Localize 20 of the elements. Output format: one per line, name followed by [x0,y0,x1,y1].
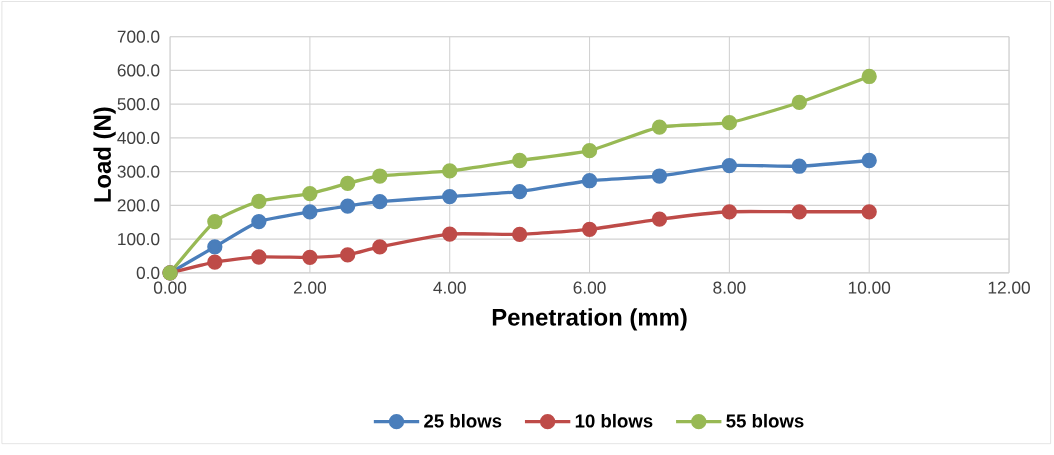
y-tick-label: 700.0 [117,30,160,43]
legend-label: 25 blows [424,413,502,428]
x-tick-label: 8.00 [713,281,746,294]
x-tick-label: 10.00 [848,281,891,294]
y-tick-label: 100.0 [118,232,160,246]
x-tick-label: 12.00 [988,281,1030,294]
x-axis-title: Penetration (mm) [492,308,687,331]
x-tick-label: 6.00 [573,281,606,294]
y-tick-label: 200.0 [117,199,160,212]
legend-label: 55 blows [726,413,804,428]
legend-label: 10 blows [575,413,653,428]
y-tick-label: 0.0 [136,266,160,279]
y-tick-label: 600.0 [117,64,160,77]
y-tick-label: 500.0 [117,98,160,111]
y-tick-label: 400.0 [117,131,160,144]
x-tick-label: 0.00 [153,281,187,294]
y-tick-label: 300.0 [117,165,160,178]
x-tick-label: 2.00 [293,281,327,294]
x-tick-label: 4.00 [433,281,466,294]
y-axis-title: Load (N) [93,107,116,202]
